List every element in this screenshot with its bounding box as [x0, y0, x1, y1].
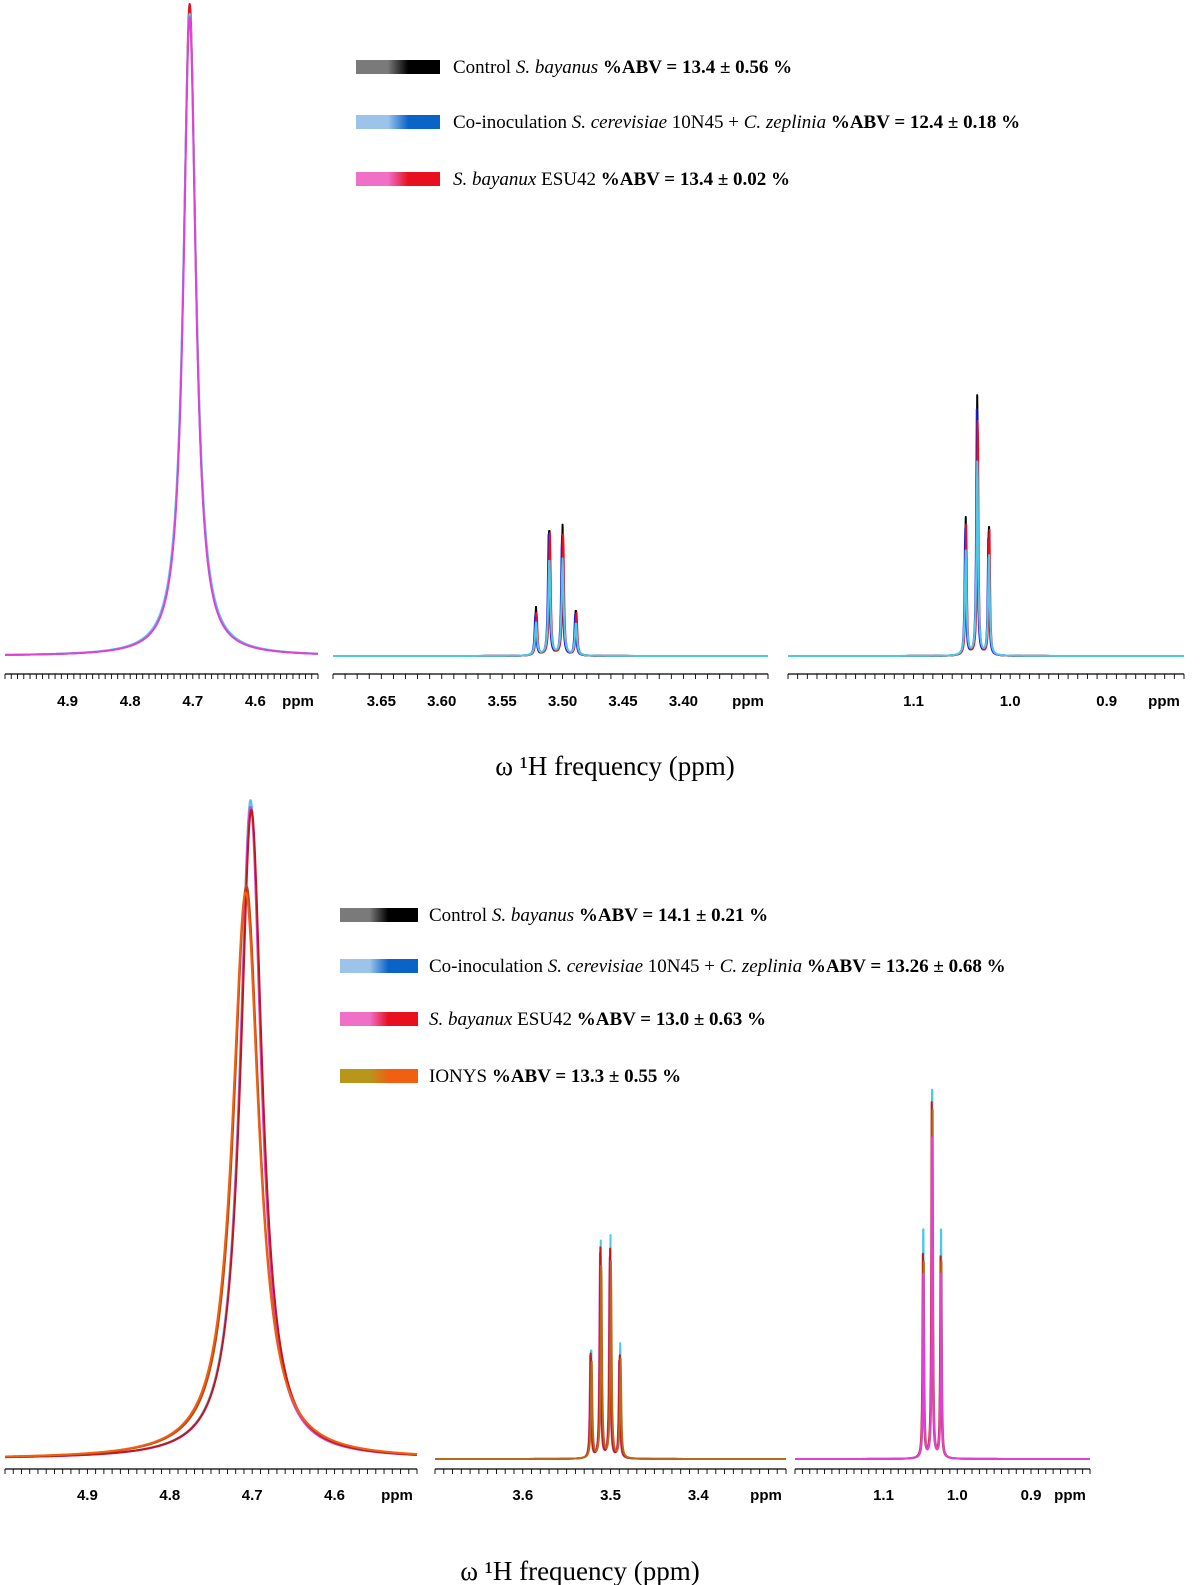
x-tick-label: 0.9 — [1096, 693, 1117, 710]
legend-entry: Control S. bayanus %ABV = 13.4 ± 0.56 % — [453, 57, 792, 78]
legend-swatch — [356, 172, 440, 186]
x-tick-label: 4.9 — [57, 693, 78, 710]
spectrum-trace — [794, 1136, 1091, 1460]
spectrum-panel-1: 4.9 4.8 4.7 4.6 ppm — [4, 799, 418, 1504]
legend-swatch — [356, 115, 440, 129]
legend-entry: Co-inoculation S. cerevisiae 10N45 + C. … — [453, 112, 1020, 133]
nmr-chart-top: 4.9 4.8 4.7 4.6 ppm 3.65 3.60 3.55 3.50 3.45 3.40 p… — [4, 3, 1185, 781]
spectrum-trace — [4, 808, 418, 1459]
x-axis-title: ω ¹H frequency (ppm) — [495, 751, 735, 781]
legend-entry: S. bayanux ESU42 %ABV = 13.0 ± 0.63 % — [429, 1009, 766, 1030]
x-tick-label: 0.9 — [1021, 1487, 1042, 1504]
legend-swatch — [340, 959, 418, 973]
x-tick-label: ppm — [732, 693, 764, 710]
spectrum-panel-3: 1.1 1.0 0.9 ppm — [787, 394, 1185, 710]
x-tick-label: 3.55 — [488, 693, 517, 710]
x-tick-label: 4.8 — [120, 693, 141, 710]
spectrum-panel-1: 4.9 4.8 4.7 4.6 ppm — [4, 3, 319, 710]
legend: Control S. bayanus %ABV = 14.1 ± 0.21 % C… — [340, 905, 1006, 1087]
legend-entry: IONYS %ABV = 13.3 ± 0.55 % — [429, 1066, 681, 1087]
nmr-chart-bottom: 4.9 4.8 4.7 4.6 ppm 3.6 3.5 3.4 ppm 1.1 1.0 0.9 ppm ω… — [4, 799, 1091, 1585]
x-tick-label: 3.40 — [669, 693, 698, 710]
spectrum-panel-3: 1.1 1.0 0.9 ppm — [794, 1088, 1091, 1504]
x-tick-label: ppm — [1148, 693, 1180, 710]
x-tick-label: ppm — [1054, 1487, 1086, 1504]
spectrum-trace — [787, 460, 1185, 657]
legend-entry: Control S. bayanus %ABV = 14.1 ± 0.21 % — [429, 905, 768, 926]
x-tick-label: 3.45 — [608, 693, 637, 710]
x-tick-label: 3.60 — [427, 693, 456, 710]
x-tick-label: 1.1 — [903, 693, 924, 710]
x-tick-label: 3.5 — [600, 1487, 621, 1504]
x-tick-label: ppm — [381, 1487, 413, 1504]
spectrum-panel-2: 3.65 3.60 3.55 3.50 3.45 3.40 ppm — [332, 523, 769, 710]
x-tick-label: 4.7 — [182, 693, 203, 710]
x-tick-label: 4.6 — [324, 1487, 345, 1504]
legend-swatch — [340, 1069, 418, 1083]
legend-entry: Co-inoculation S. cerevisiae 10N45 + C. … — [429, 956, 1006, 977]
spectrum-trace — [434, 1260, 787, 1460]
x-tick-label: 4.8 — [159, 1487, 180, 1504]
x-tick-label: 4.6 — [245, 693, 266, 710]
spectrum-trace — [4, 891, 418, 1458]
x-tick-label: 1.0 — [947, 1487, 968, 1504]
legend-swatch — [340, 908, 418, 922]
x-tick-label: 3.6 — [512, 1487, 533, 1504]
spectrum-trace — [332, 557, 769, 657]
x-tick-label: 4.9 — [77, 1487, 98, 1504]
spectrum-panel-2: 3.6 3.5 3.4 ppm — [434, 1233, 787, 1504]
x-tick-label: 3.65 — [367, 693, 396, 710]
spectrum-trace — [4, 16, 319, 656]
x-tick-label: 1.0 — [1000, 693, 1021, 710]
x-tick-label: 3.50 — [548, 693, 577, 710]
x-tick-label: ppm — [750, 1487, 782, 1504]
legend-swatch — [340, 1012, 418, 1026]
x-tick-label: 1.1 — [873, 1487, 894, 1504]
x-tick-label: 3.4 — [688, 1487, 710, 1504]
legend-swatch — [356, 60, 440, 74]
x-axis-title: ω ¹H frequency (ppm) — [460, 1556, 700, 1585]
legend: Control S. bayanus %ABV = 13.4 ± 0.56 % C… — [356, 57, 1020, 190]
x-tick-label: 4.7 — [242, 1487, 263, 1504]
x-tick-label: ppm — [282, 693, 314, 710]
legend-entry: S. bayanux ESU42 %ABV = 13.4 ± 0.02 % — [453, 169, 790, 190]
